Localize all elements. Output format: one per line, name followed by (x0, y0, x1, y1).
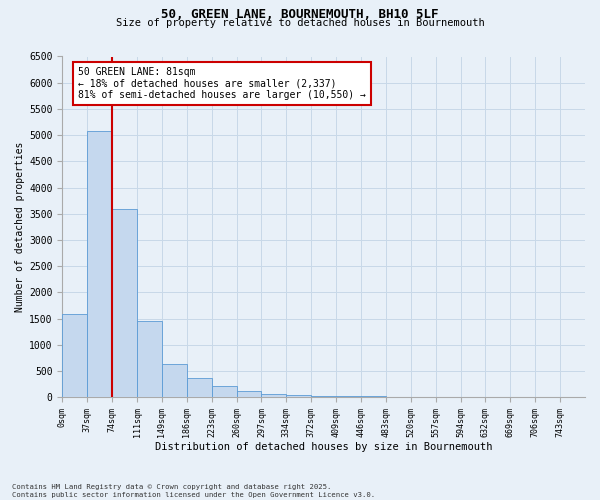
Bar (236, 391, 262, 397)
Bar (62, 314, 87, 397)
Bar (336, 396, 361, 397)
Text: 50 GREEN LANE: 81sqm
← 18% of detached houses are smaller (2,337)
81% of semi-de: 50 GREEN LANE: 81sqm ← 18% of detached h… (78, 66, 366, 100)
Bar (87, 131, 112, 397)
Bar (262, 394, 286, 397)
Bar (212, 386, 236, 397)
Text: 50, GREEN LANE, BOURNEMOUTH, BH10 5LF: 50, GREEN LANE, BOURNEMOUTH, BH10 5LF (161, 8, 439, 20)
Text: Contains HM Land Registry data © Crown copyright and database right 2025.
Contai: Contains HM Land Registry data © Crown c… (12, 484, 375, 498)
Bar (286, 395, 311, 397)
Text: Size of property relative to detached houses in Bournemouth: Size of property relative to detached ho… (116, 18, 484, 28)
Bar (361, 396, 386, 397)
Bar (137, 321, 162, 397)
Bar (187, 378, 212, 397)
Y-axis label: Number of detached properties: Number of detached properties (15, 142, 25, 312)
Bar (112, 208, 137, 397)
Bar (386, 396, 411, 397)
Bar (162, 364, 187, 397)
Bar (311, 396, 336, 397)
X-axis label: Distribution of detached houses by size in Bournemouth: Distribution of detached houses by size … (155, 442, 493, 452)
